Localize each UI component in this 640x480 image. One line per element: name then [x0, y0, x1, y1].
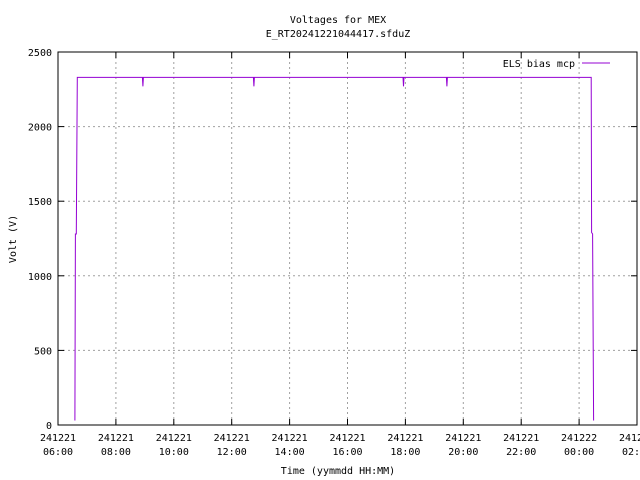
tick-marks: [57, 51, 638, 426]
x-tick-label-time: 16:00: [332, 447, 362, 458]
x-tick-label-time: 22:00: [506, 447, 536, 458]
x-tick-label-date: 241221: [503, 433, 539, 444]
x-tick-label-time: 06:00: [43, 447, 73, 458]
x-tick-label-time: 12:00: [217, 447, 247, 458]
y-tick-label: 500: [34, 346, 52, 357]
x-tick-label-date: 241221: [40, 433, 76, 444]
y-tick-label: 2000: [28, 123, 52, 134]
y-axis-label: Volt (V): [8, 215, 19, 263]
legend-label-els-bias-mcp: ELS bias mcp: [503, 59, 575, 70]
x-tick-label-date: 241222: [619, 433, 640, 444]
y-tick-label: 1500: [28, 197, 52, 208]
x-tick-label-date: 241221: [156, 433, 192, 444]
x-tick-labels: 241221 06:00 241221 08:00 241221 10:00 241221 1…: [40, 433, 640, 458]
x-tick-label-time: 20:00: [448, 447, 478, 458]
x-tick-label-time: 02:00: [622, 447, 640, 458]
chart-subtitle: E_RT20241221044417.sfduZ: [266, 29, 411, 40]
y-tick-label: 1000: [28, 272, 52, 283]
y-tick-labels: 0 500 1000 1500 2000 2500: [28, 48, 52, 432]
chart-title: Voltages for MEX: [290, 15, 386, 26]
x-tick-label-time: 00:00: [564, 447, 594, 458]
y-tick-label: 2500: [28, 48, 52, 59]
legend: ELS bias mcp: [503, 59, 610, 70]
y-tick-label: 0: [46, 421, 52, 432]
x-tick-label-date: 241221: [272, 433, 308, 444]
x-tick-label-date: 241222: [561, 433, 597, 444]
x-tick-label-date: 241221: [387, 433, 423, 444]
x-tick-label-time: 08:00: [101, 447, 131, 458]
series-line-els-bias-mcp: [74, 76, 595, 421]
x-tick-label-date: 241221: [214, 433, 250, 444]
x-tick-label-date: 241221: [445, 433, 481, 444]
x-tick-label-time: 18:00: [390, 447, 420, 458]
x-tick-label-time: 10:00: [159, 447, 189, 458]
x-tick-label-time: 14:00: [275, 447, 305, 458]
x-axis-label: Time (yymmdd HH:MM): [281, 466, 395, 477]
grid-lines: [58, 52, 637, 425]
x-tick-label-date: 241221: [329, 433, 365, 444]
series-layer: [74, 76, 595, 421]
x-tick-label-date: 241221: [98, 433, 134, 444]
